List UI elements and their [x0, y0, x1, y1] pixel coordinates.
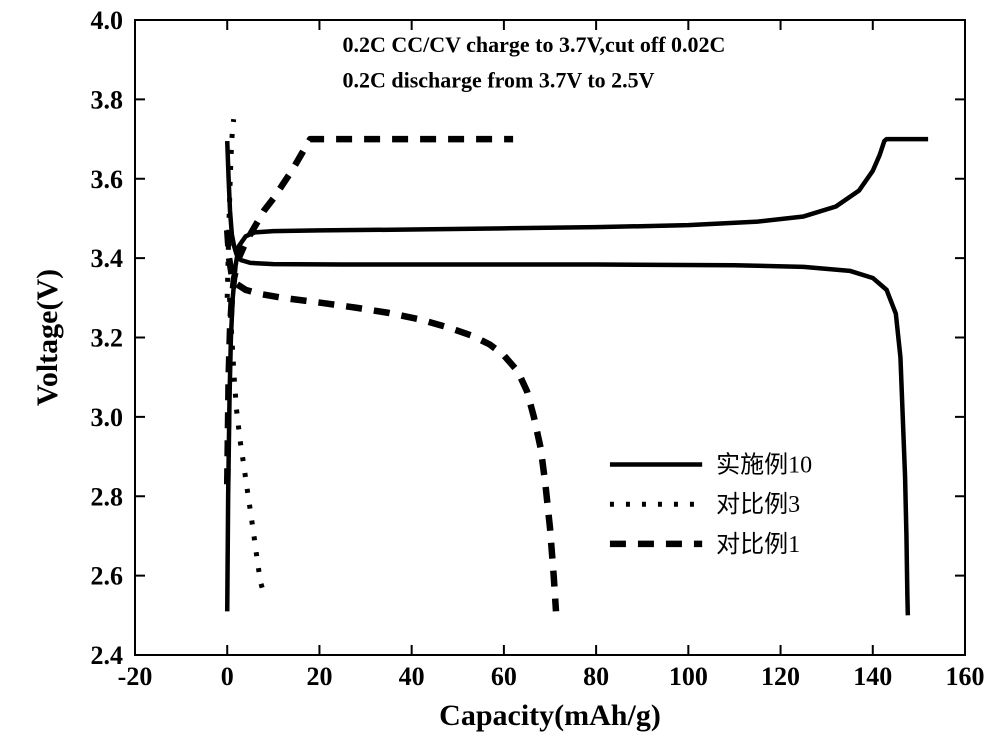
svg-text:3.8: 3.8: [91, 85, 124, 114]
svg-text:4.0: 4.0: [91, 6, 124, 35]
svg-text:100: 100: [669, 662, 708, 691]
annotation-0: 0.2C CC/CV charge to 3.7V,cut off 0.02C: [343, 32, 726, 57]
legend-label-c3: 对比例3: [716, 491, 800, 518]
y-axis-label: Voltage(V): [31, 269, 64, 406]
svg-text:2.8: 2.8: [91, 482, 124, 511]
svg-text:140: 140: [853, 662, 892, 691]
svg-text:3.6: 3.6: [91, 165, 124, 194]
svg-text:80: 80: [583, 662, 609, 691]
svg-text:160: 160: [946, 662, 985, 691]
legend-label-s10: 实施例10: [716, 452, 812, 479]
svg-text:120: 120: [761, 662, 800, 691]
svg-text:3.0: 3.0: [91, 403, 124, 432]
svg-text:3.2: 3.2: [91, 324, 124, 353]
chart-container: -200204060801001201401602.42.62.83.03.23…: [0, 0, 1000, 751]
svg-text:2.6: 2.6: [91, 562, 124, 591]
svg-text:60: 60: [491, 662, 517, 691]
svg-text:20: 20: [306, 662, 332, 691]
x-axis-label: Capacity(mAh/g): [439, 699, 661, 732]
voltage-capacity-chart: -200204060801001201401602.42.62.83.03.23…: [0, 0, 1000, 751]
annotation-1: 0.2C discharge from 3.7V to 2.5V: [343, 67, 655, 92]
svg-text:0: 0: [221, 662, 234, 691]
svg-text:2.4: 2.4: [91, 641, 124, 670]
svg-text:3.4: 3.4: [91, 244, 124, 273]
legend-label-c1: 对比例1: [716, 531, 800, 558]
svg-text:40: 40: [399, 662, 425, 691]
